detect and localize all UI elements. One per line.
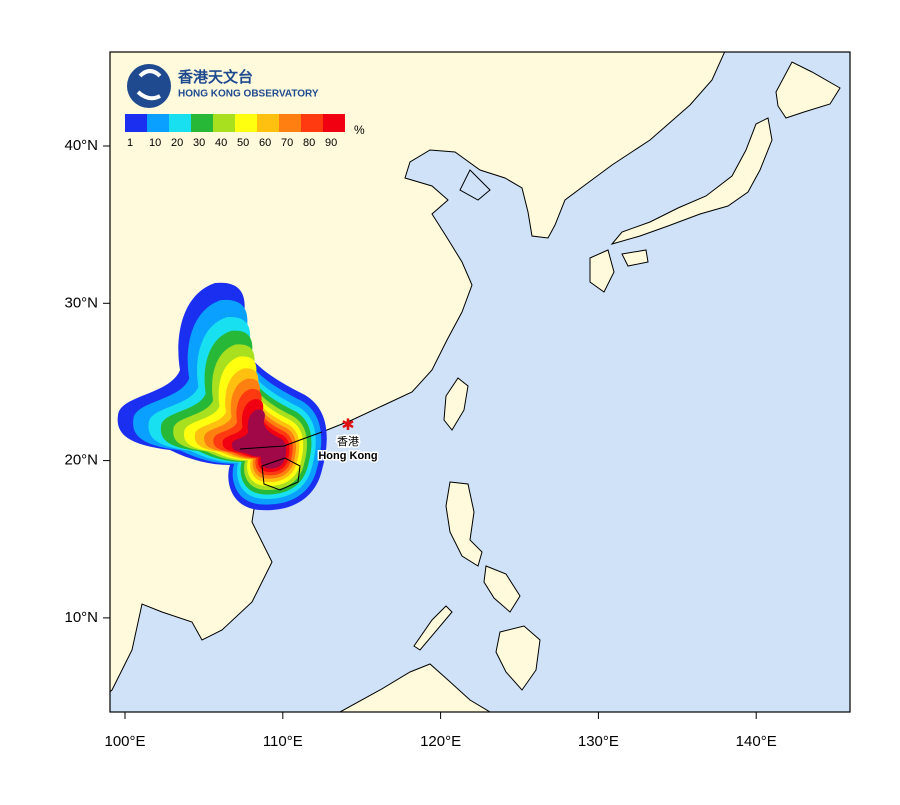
lon-label: 100°E [104, 733, 145, 750]
hk-label-chinese: 香港 [337, 435, 359, 448]
legend-label: 90 [325, 137, 337, 149]
lat-label: 20°N [64, 452, 98, 469]
axes: 40°N 30°N 20°N 10°N 100°E 110°E 120°E 130°E 140°… [64, 137, 776, 750]
luzon [445, 481, 483, 567]
hainan-outline [261, 457, 301, 491]
japan-honshu [610, 117, 773, 245]
legend-swatch [279, 114, 301, 132]
legend-swatch [147, 114, 169, 132]
lon-label: 130°E [578, 733, 619, 750]
palawan [413, 605, 453, 651]
legend-swatch [257, 114, 279, 132]
japan-hokkaido [775, 61, 841, 119]
logo-english: HONG KONG OBSERVATORY [178, 89, 319, 100]
legend-unit: % [354, 123, 365, 137]
legend-swatch [191, 114, 213, 132]
visayas [483, 565, 521, 613]
probability-contours [117, 282, 327, 511]
hk-marker: ✱ 香港 Hong Kong [317, 417, 379, 463]
plot-frame [109, 51, 851, 713]
legend-swatch [301, 114, 323, 132]
legend: % 1 10 20 30 40 50 60 70 80 90 [125, 114, 365, 149]
lon-label: 140°E [736, 733, 777, 750]
legend-swatch [169, 114, 191, 132]
lon-label: 110°E [263, 733, 303, 750]
taiwan [443, 377, 469, 431]
lat-label: 30°N [64, 294, 98, 311]
legend-label: 10 [149, 137, 161, 149]
contour-11 [231, 409, 287, 469]
japan-shikoku [621, 249, 649, 267]
logo-chinese: 香港天文台 [178, 68, 253, 86]
logo: 香港天文台 HONG KONG OBSERVATORY [127, 64, 319, 108]
legend-label: 70 [281, 137, 293, 149]
lat-label: 40°N [64, 137, 98, 154]
hk-star: ✱ [341, 417, 354, 434]
lat-label: 10°N [64, 609, 98, 626]
asia-mainland [110, 52, 726, 693]
legend-label: 60 [259, 137, 271, 149]
legend-label: 40 [215, 137, 227, 149]
japan-kyushu [589, 249, 615, 293]
legend-swatch [235, 114, 257, 132]
coastline [239, 431, 323, 450]
hk-label-english: Hong Kong [318, 450, 377, 462]
logo-swirl [136, 69, 162, 101]
mindanao [495, 625, 541, 691]
borneo [339, 663, 491, 712]
legend-label: 30 [193, 137, 205, 149]
legend-label: 20 [171, 137, 183, 149]
legend-label: 80 [303, 137, 315, 149]
legend-swatch [125, 114, 147, 132]
legend-swatch [213, 114, 235, 132]
map-area [110, 52, 850, 712]
legend-label: 50 [237, 137, 249, 149]
legend-swatch [323, 114, 345, 132]
lon-label: 120°E [420, 733, 461, 750]
legend-label: 1 [127, 137, 133, 149]
sea-gap [459, 169, 491, 201]
